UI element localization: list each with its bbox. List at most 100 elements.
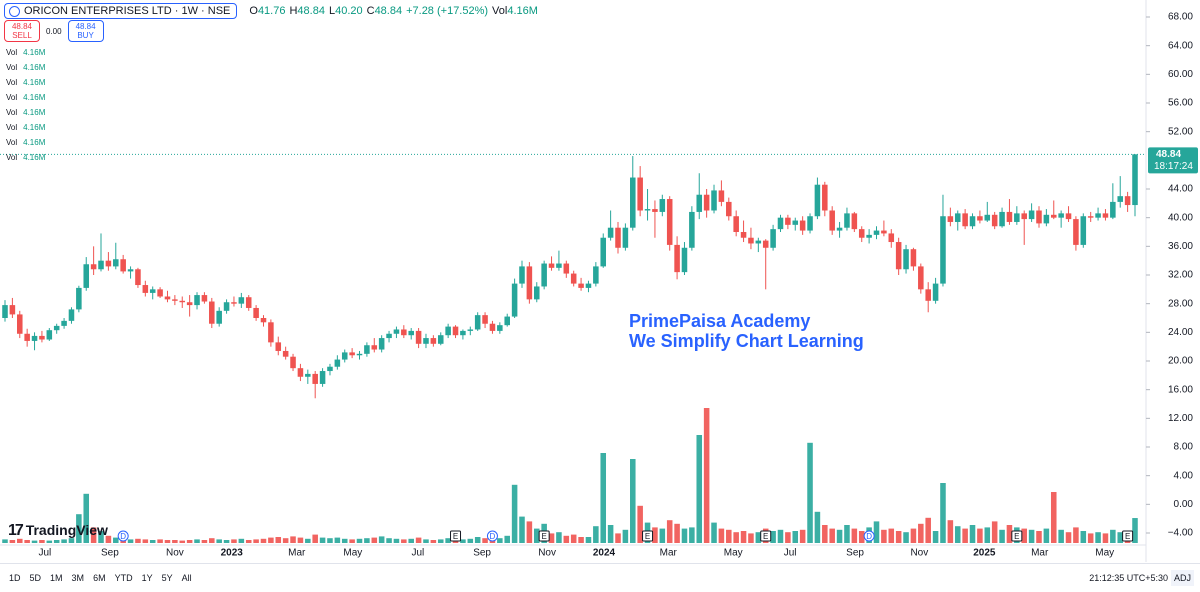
candle-body [149,289,156,293]
volume-bar [305,538,311,543]
candle-body [430,338,437,344]
volume-bar [977,528,983,543]
y-tick-label: 56.00 [1168,98,1193,109]
candle-body [726,201,732,217]
candle-body [777,217,784,230]
candle-body [622,227,629,248]
x-tick-label: May [724,548,743,559]
buy-button[interactable]: 48.84 BUY [67,20,104,42]
volume-bar [460,539,466,543]
candle-body [563,263,570,274]
volume-bar [186,540,193,543]
candle-body [142,285,149,293]
candle-body [39,335,45,340]
range-button[interactable]: YTD [114,573,133,583]
candle-body [918,266,924,290]
volume-bar [127,539,134,543]
indicator-row: Vol 4.16M [6,135,45,150]
candle-body [991,214,998,227]
volume-bar [105,535,112,543]
volume-bar [829,528,835,543]
range-button[interactable]: 3M [71,573,85,583]
candle-body [822,184,828,211]
candle-body [216,310,222,324]
candle-body [76,287,82,310]
volume-bar [341,538,348,543]
candle-body [689,211,695,248]
clock: 21:12:35 UTC+5:30 [1089,573,1168,583]
candle-body [1036,210,1042,224]
volume-bar [1080,531,1087,543]
volume-bar [467,538,474,543]
volume-bar [9,540,16,543]
candle-body [836,227,843,231]
volume-bar [630,459,636,543]
buy-label[interactable]: BUY [77,31,94,40]
watermark-line: We Simplify Chart Learning [629,331,864,351]
volume-bar [770,531,776,543]
candle-body [127,269,134,272]
x-tick-label: Nov [910,548,928,559]
candle-body [223,302,230,311]
ohlc-value: 48.84 [374,5,403,17]
sell-button[interactable]: 48.84 SELL [4,20,40,42]
x-tick-label: Jul [38,548,51,559]
volume-bar [925,517,931,543]
range-button[interactable]: 5Y [161,573,173,583]
volume-bar [245,540,252,543]
watermark: PrimePaisa Academy We Simplify Chart Lear… [629,311,864,351]
candle-body [1117,196,1123,202]
candle-body [415,330,422,344]
volume-bar [991,521,998,543]
candle-body [578,283,584,288]
volume-bar [142,539,149,543]
indicator-row: Vol 4.16M [6,60,45,75]
candle-body [120,259,126,272]
y-tick-label: 52.00 [1168,126,1193,137]
brand: 17 TradingView [8,522,108,539]
candle-body [785,217,791,225]
candle-body [9,305,16,315]
range-button[interactable]: All [181,573,192,583]
volume-bar [526,521,533,543]
volume-bar [46,540,53,543]
adj-button[interactable]: ADJ [1170,570,1194,586]
volume-bar [172,540,178,543]
volume-bar [615,533,621,543]
volume-bar [792,531,799,543]
candle-body [1050,214,1057,218]
indicator-key: Vol [6,93,18,102]
event-box [760,530,772,542]
candle-body [341,352,348,360]
symbol[interactable]: ORICON ENTERPRISES LTD · 1W · NSE [24,5,231,17]
buy-price[interactable]: 48.84 [75,22,96,31]
volume-bar [910,528,917,543]
event-label: D [490,532,496,541]
vol-key: Vol [492,5,508,17]
event-box [642,530,654,542]
volume-bar [260,538,267,543]
sell-label[interactable]: SELL [12,31,32,40]
indicator-row: Vol 4.16M [6,75,45,90]
range-button[interactable]: 6M [93,573,106,583]
volume-bar [755,532,762,543]
range-button[interactable]: 1M [50,573,63,583]
volume-bar [135,538,141,543]
volume-bar [563,535,570,543]
range-button[interactable]: 1D [9,573,21,583]
candle-body [585,283,592,288]
candle-body [888,233,895,243]
range-button[interactable]: 5D [29,573,42,583]
candle-body [644,209,651,211]
candle-body [401,329,407,336]
y-tick-label: 8.00 [1174,442,1194,453]
event-label: E [541,532,546,541]
range-button[interactable]: 1Y [141,573,153,583]
sell-price[interactable]: 48.84 [11,22,33,31]
symbol-box[interactable]: ORICON ENTERPRISES LTD · 1W · NSE [4,3,238,19]
volume-bar [364,538,370,543]
candle-body [570,273,577,284]
volume-bar [593,526,599,543]
watermark-line: PrimePaisa Academy [629,311,811,331]
candle-body [1102,213,1109,218]
